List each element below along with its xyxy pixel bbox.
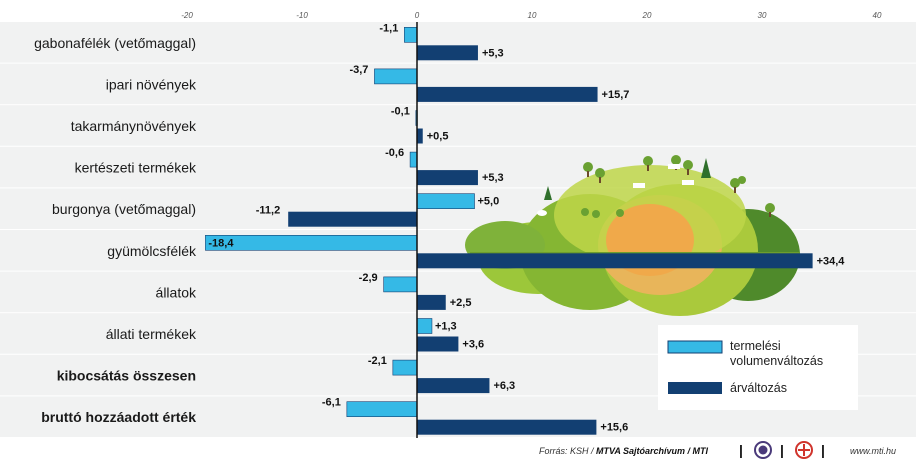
value-label-price: +2,5 (450, 297, 472, 309)
category-label: takarmánynövények (71, 118, 197, 134)
bar-volume (416, 193, 475, 209)
value-label-volume: +5,0 (478, 196, 500, 208)
bar-volume (392, 359, 418, 376)
x-tick-label: 30 (758, 11, 767, 20)
bar-volume (409, 151, 418, 168)
row-band (0, 105, 916, 147)
category-label: gyümölcsfélék (107, 243, 197, 259)
footer-archive-text: MTVA Sajtóarchívum / MTI (596, 446, 709, 456)
category-label: állati termékek (106, 326, 197, 342)
legend-label-volume-line2: volumenváltozás (730, 354, 823, 368)
bar-price (417, 378, 490, 394)
bar-price (417, 128, 423, 144)
category-label: kertészeti termékek (75, 160, 197, 176)
value-label-volume: -1,1 (379, 22, 398, 34)
category-label: ipari növények (106, 76, 197, 92)
bar-volume (374, 68, 418, 85)
bar-price (417, 336, 459, 352)
mti-logo-icon (795, 441, 813, 459)
legend-box (658, 325, 858, 410)
footer-separator-3: | (821, 442, 825, 458)
category-labels: gabonafélék (vetőmaggal) ipari növények ta… (34, 35, 197, 425)
value-label-price: +34,4 (817, 255, 846, 267)
value-label-volume: -6,1 (322, 397, 341, 409)
legend-label-price: árváltozás (730, 381, 787, 395)
category-label: bruttó hozzáadott érték (41, 409, 196, 425)
legend-label-volume-line1: termelési (730, 339, 781, 353)
bar-volume (416, 318, 433, 334)
value-label-price: +0,5 (427, 131, 449, 143)
x-tick-label: -10 (296, 11, 308, 20)
footer-separator-2: | (780, 442, 784, 458)
value-label-volume: +1,3 (435, 321, 457, 333)
bar-volume (346, 401, 418, 418)
x-tick-label: 40 (873, 11, 882, 20)
legend-swatch-volume (667, 340, 723, 354)
bar-price (417, 86, 598, 102)
value-label-price: +5,3 (482, 172, 504, 184)
value-label-price: +3,6 (462, 339, 484, 351)
footer: Forrás: KSH / MTVA Sajtóarchívum / MTI |… (539, 441, 896, 459)
bar-price (417, 419, 597, 435)
category-label: állatok (156, 284, 197, 300)
bar-volume (383, 276, 418, 293)
value-label-volume: -0,1 (391, 106, 410, 118)
category-label: gabonafélék (vetőmaggal) (34, 35, 196, 51)
x-tick-label: -20 (181, 11, 193, 20)
bar-price (417, 45, 478, 61)
bar-volume (404, 26, 418, 43)
value-label-volume: -2,1 (368, 355, 387, 367)
value-label-volume: -3,7 (349, 64, 368, 76)
value-label-price: +15,7 (602, 89, 630, 101)
x-tick-label: 10 (528, 11, 537, 20)
x-axis-ticks: -20 -10 0 10 20 30 40 (181, 11, 882, 20)
x-tick-label: 20 (642, 11, 652, 20)
value-label-price: +6,3 (493, 380, 515, 392)
legend-swatch-price (668, 382, 722, 394)
value-label-price: +5,3 (482, 47, 504, 59)
footer-website: www.mti.hu (850, 446, 896, 456)
value-label-volume: -0,6 (385, 147, 404, 159)
hills-illustration (465, 155, 800, 316)
bar-price (417, 294, 446, 310)
category-label: burgonya (vetőmaggal) (52, 201, 196, 217)
footer-source-text: Forrás: KSH / (539, 446, 596, 456)
legend: termelési volumenváltozás árváltozás (658, 325, 858, 410)
mtva-logo-icon (754, 441, 772, 459)
value-label-price: -11,2 (256, 205, 280, 217)
value-label-price: +15,6 (600, 422, 628, 434)
bar-price (288, 211, 417, 227)
category-label: kibocsátás összesen (57, 368, 196, 384)
value-label-volume: -18,4 (208, 237, 234, 249)
bar-price (417, 253, 813, 269)
bar-price (417, 170, 478, 186)
value-label-volume: -2,9 (359, 272, 378, 284)
bar-volume (205, 235, 418, 251)
value-labels: -1,1 +5,3 -3,7 +15,7 -0,1 +0,5 -0,6 +5,3 +5,0 -11… (208, 22, 845, 433)
footer-source: Forrás: KSH / MTVA Sajtóarchívum / MTI (539, 446, 709, 456)
footer-separator-1: | (739, 442, 743, 458)
x-tick-label: 0 (415, 11, 420, 20)
